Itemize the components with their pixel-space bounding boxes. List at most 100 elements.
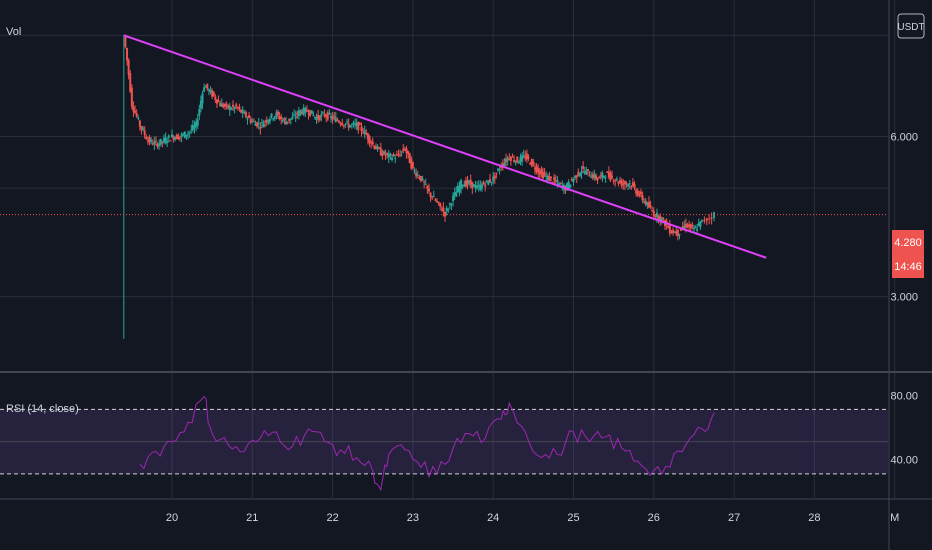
candle-body (365, 132, 368, 135)
candle-body (195, 121, 198, 127)
candle-body (654, 215, 657, 218)
candle-body (670, 232, 673, 234)
candle-body (268, 119, 271, 122)
candle-body (278, 116, 281, 120)
candle-body (333, 115, 336, 118)
volume-indicator-label[interactable]: Vol (6, 26, 21, 38)
candle-body (421, 178, 424, 181)
candle-body (408, 153, 411, 164)
candle-body (558, 183, 561, 186)
candle-body (657, 215, 660, 221)
candle-body (450, 204, 453, 206)
candle-body (435, 201, 438, 203)
candle-body (686, 225, 689, 228)
candle-body (180, 134, 183, 137)
candle-body (294, 116, 297, 119)
candle-body (381, 153, 384, 156)
candle-body (317, 114, 320, 119)
candle-body (297, 110, 300, 117)
candle-body (575, 175, 578, 178)
candle-body (248, 115, 251, 118)
candle-body (633, 183, 636, 189)
candle-body (545, 175, 548, 177)
candle-body (400, 151, 403, 153)
candle-body (358, 123, 361, 125)
candle-body (519, 156, 522, 163)
candle-body (411, 162, 414, 168)
trendline[interactable] (123, 34, 767, 259)
candle-body (346, 121, 349, 123)
candle-body (187, 133, 190, 135)
candle-body (374, 146, 377, 150)
candle-body (527, 156, 530, 159)
candle-body (129, 73, 132, 92)
candle-body (537, 168, 540, 173)
candle-body (689, 224, 692, 229)
candle-body (235, 104, 238, 107)
candle-body (360, 126, 363, 132)
candle-body (418, 176, 421, 179)
candle-body (368, 136, 371, 144)
candle-body (630, 185, 633, 188)
currency-button[interactable]: USDT (897, 13, 925, 39)
candle-body (302, 107, 305, 115)
candle-body (273, 116, 276, 119)
rsi-indicator-label[interactable]: RSI (14, close) (6, 403, 79, 415)
candle-body (257, 123, 260, 125)
current-price-tag: 4.280 14:46 (892, 230, 924, 278)
candle-body (444, 211, 447, 217)
candle-body (694, 226, 697, 229)
candle-body (312, 114, 315, 116)
candle-body (132, 106, 135, 112)
candle-body (668, 224, 671, 234)
candle-body (318, 115, 321, 121)
candle-body (169, 140, 172, 142)
candle-body (606, 171, 609, 173)
candle-body (362, 132, 365, 134)
candle-body (262, 123, 265, 128)
candle-body (296, 112, 299, 115)
candle-body (548, 176, 551, 181)
candle-body (619, 180, 622, 183)
x-tick-label: M (890, 512, 899, 524)
candle-body (506, 158, 509, 161)
candle-body (638, 194, 641, 196)
candle-body (211, 90, 214, 97)
candle-body (233, 107, 236, 110)
candle-body (403, 149, 406, 151)
candle-body (244, 111, 247, 118)
candle-body (532, 161, 535, 165)
candle-body (137, 117, 140, 119)
candle-body (437, 201, 440, 203)
candle-body (521, 155, 524, 162)
candle-body (171, 134, 173, 138)
candle-body (264, 121, 267, 123)
candle-body (583, 171, 586, 174)
candle-body (691, 225, 694, 227)
candle-body (391, 157, 394, 160)
candle-body (357, 121, 360, 131)
candle-body (347, 123, 350, 128)
candle-body (485, 180, 488, 182)
candle-body (553, 177, 556, 181)
candle-body (392, 154, 395, 157)
candle-body (623, 181, 626, 185)
candle-body (683, 225, 686, 228)
candle-body (252, 121, 255, 123)
candle-body (681, 226, 684, 229)
candle-body (501, 163, 504, 167)
candle-body (684, 223, 687, 227)
candle-body (270, 113, 273, 118)
candle-body (641, 195, 644, 201)
candle-body (458, 185, 461, 193)
candle-body (246, 118, 249, 120)
candle-body (490, 181, 493, 183)
candle-body (198, 109, 201, 116)
candle-body (614, 180, 617, 182)
candle-body (678, 234, 681, 236)
candle-body (566, 183, 569, 190)
candle-body (541, 172, 544, 179)
candle-body (281, 120, 284, 122)
candle-body (342, 125, 345, 127)
candle-body (240, 109, 243, 113)
